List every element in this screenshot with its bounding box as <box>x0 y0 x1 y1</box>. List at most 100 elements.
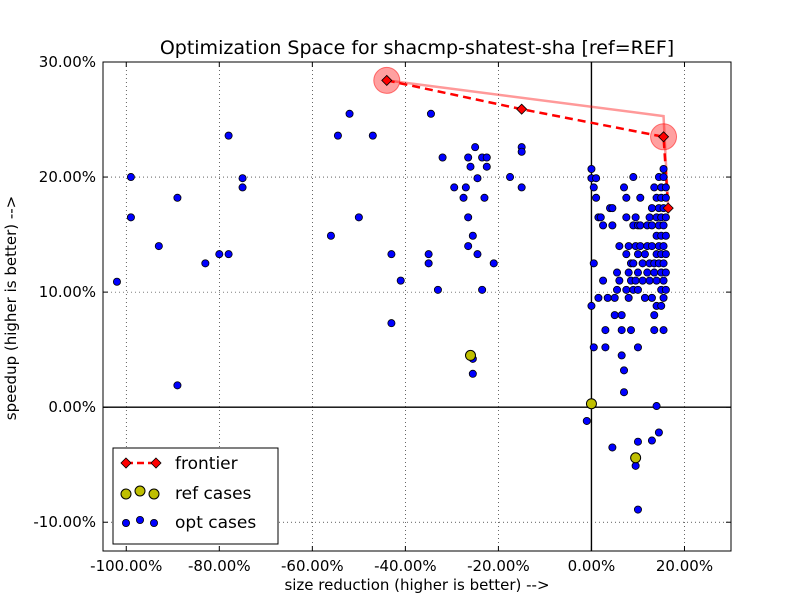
opt-case-point <box>589 259 598 268</box>
legend: frontier ref cases opt cases <box>112 447 279 545</box>
opt-case-point <box>224 131 233 140</box>
frontier-line <box>386 79 670 209</box>
x-tick-label: 20.00% <box>656 557 713 575</box>
opt-case-point <box>659 165 668 174</box>
opt-case-point <box>480 193 489 202</box>
legend-opt-marker <box>135 516 144 525</box>
opt-case-point <box>650 268 659 277</box>
opt-case-point <box>599 221 608 230</box>
opt-case-point <box>659 221 668 230</box>
opt-case-point <box>387 319 396 328</box>
opt-case-point <box>622 250 631 259</box>
opt-case-point <box>645 213 654 222</box>
opt-case-point <box>201 259 210 268</box>
opt-case-point <box>661 183 670 192</box>
x-tick-label: -40.00% <box>374 557 437 575</box>
axes-frame <box>102 61 732 552</box>
opt-case-point <box>354 213 363 222</box>
opt-case-point <box>647 242 656 251</box>
opt-case-point <box>615 276 624 285</box>
opt-case-point <box>661 285 670 294</box>
opt-case-point <box>617 311 626 320</box>
x-tick-label: -20.00% <box>467 557 530 575</box>
opt-case-point <box>587 165 596 174</box>
opt-case-point <box>631 213 640 222</box>
opt-case-point <box>238 174 247 183</box>
opt-case-point <box>396 276 405 285</box>
opt-case-point <box>620 366 629 375</box>
opt-case-point <box>603 293 612 302</box>
x-tick-label: -80.00% <box>188 557 251 575</box>
legend-opt-marker <box>149 519 158 528</box>
opt-case-point <box>215 250 224 259</box>
legend-label-ref: ref cases <box>175 484 252 504</box>
opt-case-point <box>608 204 617 213</box>
x-tick-label: -100.00% <box>90 557 162 575</box>
y-axis-label: speedup (higher is better) --> <box>2 196 20 421</box>
opt-case-point <box>661 193 670 202</box>
opt-case-point <box>647 293 656 302</box>
opt-case-point <box>464 153 473 162</box>
legend-ref-marker <box>120 488 132 500</box>
opt-case-point <box>654 428 663 437</box>
opt-case-point <box>154 242 163 251</box>
y-tick-label: 20.00% <box>39 168 96 186</box>
opt-case-point <box>599 276 608 285</box>
opt-case-point <box>636 242 645 251</box>
opt-case-point <box>661 213 670 222</box>
opt-case-point <box>629 173 638 182</box>
frontier-point <box>662 202 674 214</box>
legend-frontier-marker <box>150 457 162 469</box>
legend-frontier-marker <box>120 457 132 469</box>
opt-case-point <box>326 231 335 240</box>
opt-case-point <box>424 250 433 259</box>
opt-case-point <box>224 250 233 259</box>
opt-case-point <box>592 193 601 202</box>
opt-case-point <box>633 268 642 277</box>
opt-case-point <box>633 343 642 352</box>
opt-case-point <box>661 250 670 259</box>
opt-case-point <box>461 183 470 192</box>
opt-case-point <box>659 242 668 251</box>
x-tick-label: 0.00% <box>568 557 616 575</box>
opt-case-point <box>624 293 633 302</box>
opt-case-point <box>464 242 473 251</box>
legend-label-frontier: frontier <box>175 454 238 474</box>
opt-case-point <box>633 285 642 294</box>
opt-case-point <box>617 326 626 335</box>
opt-case-point <box>638 276 647 285</box>
opt-case-point <box>482 153 491 162</box>
opt-case-point <box>468 231 477 240</box>
legend-label-opt: opt cases <box>175 513 256 533</box>
opt-case-point <box>173 381 182 390</box>
y-tick-label: 0.00% <box>48 398 96 416</box>
opt-case-point <box>617 351 626 360</box>
opt-case-point <box>438 153 447 162</box>
opt-case-point <box>345 109 354 118</box>
x-tick-label: -60.00% <box>281 557 344 575</box>
opt-case-point <box>589 343 598 352</box>
opt-case-point <box>657 301 666 310</box>
opt-case-point <box>126 213 135 222</box>
opt-case-point <box>596 213 605 222</box>
opt-case-point <box>622 285 631 294</box>
opt-case-point <box>468 369 477 378</box>
opt-case-point <box>473 250 482 259</box>
opt-case-point <box>517 147 526 156</box>
opt-case-point <box>626 326 635 335</box>
opt-case-point <box>622 193 631 202</box>
frontier-point <box>516 103 528 115</box>
y-tick-label: 10.00% <box>39 283 96 301</box>
opt-case-point <box>652 276 661 285</box>
opt-case-point <box>517 183 526 192</box>
frontier-point <box>381 74 393 86</box>
opt-case-point <box>620 388 629 397</box>
opt-case-point <box>424 259 433 268</box>
opt-case-point <box>650 326 659 335</box>
opt-case-point <box>631 276 640 285</box>
opt-case-point <box>608 443 617 452</box>
opt-case-point <box>659 276 668 285</box>
opt-case-point <box>613 285 622 294</box>
opt-case-point <box>592 174 601 183</box>
